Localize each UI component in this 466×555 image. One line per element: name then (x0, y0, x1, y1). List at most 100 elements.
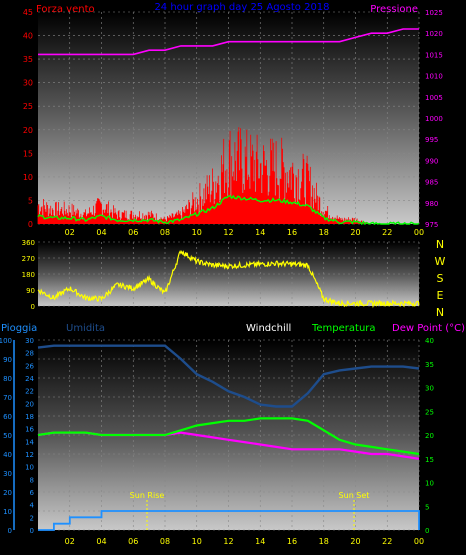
pressure-label: Pressione (370, 4, 418, 15)
pressure-tick-label: 1025 (425, 9, 443, 17)
temp-tick-label: 0 (425, 527, 429, 535)
pressure-tick-label: 1015 (425, 51, 443, 59)
wind-tick-label: 25 (23, 102, 33, 111)
chart-title: 24 hour graph day 25 Agosto 2018 (154, 2, 329, 13)
rain-tick-label: 10 (25, 464, 34, 472)
sunrise-label: Sun Rise (130, 491, 165, 500)
bottom-x-tick-label: 00 (414, 537, 424, 546)
windchill-label: Windchill (246, 323, 291, 334)
axis-ticks: 0510152025303540459759809859909951000100… (0, 8, 443, 546)
wind-x-tick-label: 12 (223, 228, 233, 237)
wind-tick-label: 0 (28, 220, 33, 229)
direction-tick-label: 90 (26, 287, 35, 295)
temp-tick-label: 35 (425, 361, 434, 369)
bottom-x-tick-label: 04 (96, 537, 106, 546)
wind-x-tick-label: 16 (287, 228, 297, 237)
wind-x-tick-label: 14 (255, 228, 265, 237)
rain-tick-label: 20 (25, 400, 34, 408)
pressure-tick-label: 1010 (425, 73, 443, 81)
wind-label: Forza vento (36, 4, 95, 15)
wind-tick-label: 40 (23, 32, 33, 41)
wind-tick-label: 45 (23, 8, 33, 17)
compass-letter: N (436, 238, 444, 251)
humidity-tick-label: 40 (3, 451, 12, 459)
wind-tick-label: 10 (23, 173, 33, 182)
pressure-series (38, 28, 419, 56)
rain-tick-label: 16 (25, 426, 34, 434)
temp-tick-label: 20 (425, 432, 434, 440)
rain-tick-label: 18 (25, 413, 34, 421)
bottom-x-tick-label: 06 (128, 537, 138, 546)
pressure-tick-label: 995 (425, 136, 438, 144)
compass-letter: S (437, 272, 444, 285)
sunset-label: Sun Set (339, 491, 370, 500)
humidity-tick-label: 60 (3, 413, 12, 421)
humidity-label: Umidita (66, 323, 105, 334)
direction-tick-label: 360 (22, 239, 35, 247)
bottom-x-tick-label: 02 (65, 537, 75, 546)
direction-tick-label: 270 (22, 255, 35, 263)
humidity-tick-label: 30 (3, 470, 12, 478)
wind-avg-series (37, 194, 420, 226)
wind-tick-label: 30 (23, 79, 33, 88)
bottom-x-tick-label: 14 (255, 537, 265, 546)
direction-tick-label: 0 (31, 303, 35, 311)
bottom-x-tick-label: 22 (382, 537, 392, 546)
rain-tick-label: 22 (25, 388, 34, 396)
rain-tick-label: 4 (30, 502, 35, 510)
temp-tick-label: 15 (425, 456, 434, 464)
wind-x-tick-label: 06 (128, 228, 138, 237)
pressure-tick-label: 1020 (425, 30, 443, 38)
humidity-tick-label: 70 (3, 394, 12, 402)
direction-tick-label: 180 (22, 271, 35, 279)
compass-letter: W (435, 255, 446, 268)
rain-tick-label: 12 (25, 451, 34, 459)
rain-tick-label: 6 (30, 489, 35, 497)
rain-tick-label: 24 (25, 375, 34, 383)
wind-x-tick-label: 08 (160, 228, 170, 237)
wind-tick-label: 20 (23, 126, 33, 135)
pressure-tick-label: 975 (425, 221, 438, 229)
bottom-x-tick-label: 10 (192, 537, 202, 546)
wind-x-tick-label: 04 (96, 228, 106, 237)
temp-tick-label: 10 (425, 480, 434, 488)
rain-tick-label: 14 (25, 438, 34, 446)
rain-tick-label: 0 (30, 527, 34, 535)
rain-tick-label: 2 (30, 514, 34, 522)
humidity-tick-label: 20 (3, 489, 12, 497)
wind-tick-label: 15 (23, 149, 33, 158)
bottom-x-tick-label: 08 (160, 537, 170, 546)
direction-series (37, 249, 420, 309)
rain-label: Pioggia (1, 323, 37, 334)
humidity-tick-label: 90 (3, 356, 12, 364)
rain-tick-label: 30 (25, 337, 34, 345)
pressure-tick-label: 980 (425, 200, 438, 208)
humidity-tick-label: 100 (0, 337, 12, 345)
pressure-tick-label: 1000 (425, 115, 443, 123)
temp-tick-label: 25 (425, 408, 434, 416)
rain-series (38, 510, 420, 531)
pressure-tick-label: 1005 (425, 94, 443, 102)
bottom-x-tick-label: 18 (319, 537, 329, 546)
sun-markers: Sun Rise Sun Set (130, 491, 370, 530)
humidity-series (37, 344, 420, 408)
humidity-tick-label: 10 (3, 508, 12, 516)
rain-tick-label: 26 (25, 362, 34, 370)
wind-x-tick-label: 00 (414, 228, 424, 237)
wind-tick-label: 5 (28, 196, 33, 205)
wind-x-tick-label: 20 (350, 228, 360, 237)
humidity-tick-label: 0 (8, 527, 12, 535)
compass-letter: N (436, 306, 444, 319)
bottom-x-tick-label: 12 (223, 537, 233, 546)
rain-tick-label: 28 (25, 350, 34, 358)
temp-tick-label: 5 (425, 503, 429, 511)
wind-x-tick-label: 02 (65, 228, 75, 237)
temp-tick-label: 30 (425, 385, 434, 393)
pressure-tick-label: 985 (425, 179, 438, 187)
temperature-series (37, 417, 420, 456)
compass-letter: E (437, 289, 444, 302)
direction-grid (38, 241, 420, 307)
